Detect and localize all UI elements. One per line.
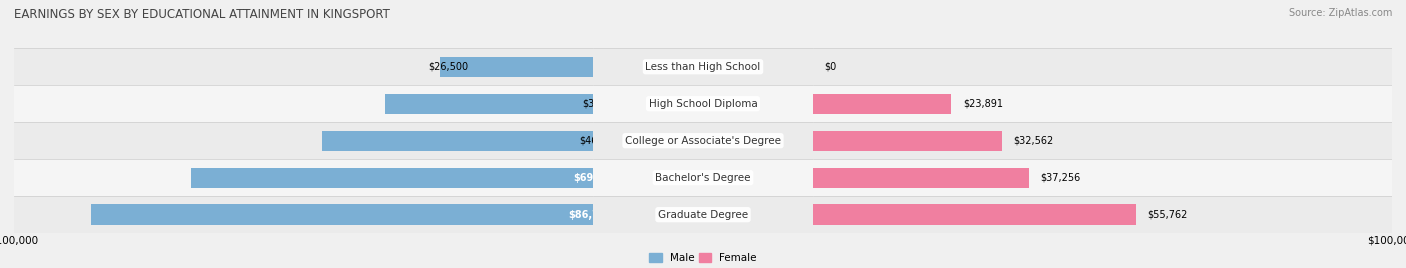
Bar bbox=[440, 57, 593, 77]
Bar bbox=[0, 159, 1406, 196]
Bar bbox=[0, 196, 1406, 233]
Text: Less than High School: Less than High School bbox=[645, 62, 761, 72]
Bar bbox=[0, 159, 1406, 196]
Bar bbox=[0, 85, 1406, 122]
Bar bbox=[0, 196, 1406, 233]
Text: Graduate Degree: Graduate Degree bbox=[658, 210, 748, 220]
Bar bbox=[0, 122, 1406, 159]
Bar bbox=[191, 168, 593, 188]
Text: Source: ZipAtlas.com: Source: ZipAtlas.com bbox=[1288, 8, 1392, 18]
Text: $69,479: $69,479 bbox=[572, 173, 617, 183]
Bar bbox=[813, 204, 1136, 225]
Bar bbox=[0, 48, 1406, 85]
Text: $32,562: $32,562 bbox=[1014, 136, 1053, 146]
Bar bbox=[0, 122, 1406, 159]
Text: $37,256: $37,256 bbox=[1040, 173, 1081, 183]
Text: High School Diploma: High School Diploma bbox=[648, 99, 758, 109]
Text: Bachelor's Degree: Bachelor's Degree bbox=[655, 173, 751, 183]
Text: $35,992: $35,992 bbox=[582, 99, 623, 109]
Bar bbox=[0, 48, 1406, 85]
Text: EARNINGS BY SEX BY EDUCATIONAL ATTAINMENT IN KINGSPORT: EARNINGS BY SEX BY EDUCATIONAL ATTAINMEN… bbox=[14, 8, 389, 21]
Legend: Male, Female: Male, Female bbox=[650, 253, 756, 263]
Text: $55,762: $55,762 bbox=[1147, 210, 1188, 220]
Bar bbox=[0, 85, 1406, 122]
Text: $86,778: $86,778 bbox=[568, 210, 613, 220]
Bar bbox=[90, 204, 593, 225]
Bar bbox=[0, 196, 1406, 233]
Bar bbox=[322, 131, 593, 151]
Bar bbox=[0, 159, 1406, 196]
Text: College or Associate's Degree: College or Associate's Degree bbox=[626, 136, 780, 146]
Bar bbox=[813, 131, 1001, 151]
Bar bbox=[385, 94, 593, 114]
Text: $46,823: $46,823 bbox=[579, 136, 620, 146]
Text: $0: $0 bbox=[824, 62, 837, 72]
Bar bbox=[0, 48, 1406, 85]
Bar bbox=[0, 85, 1406, 122]
Bar bbox=[813, 94, 952, 114]
Text: $26,500: $26,500 bbox=[427, 62, 468, 72]
Text: $23,891: $23,891 bbox=[963, 99, 1002, 109]
Bar bbox=[0, 122, 1406, 159]
Bar bbox=[813, 168, 1029, 188]
